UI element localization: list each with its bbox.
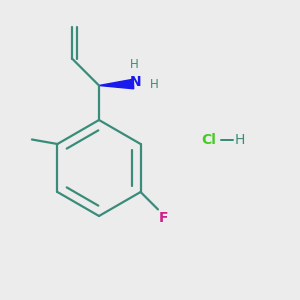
Text: H: H — [150, 77, 159, 91]
Text: H: H — [130, 58, 139, 71]
Text: F: F — [159, 211, 169, 225]
Text: Cl: Cl — [201, 133, 216, 146]
Polygon shape — [99, 79, 134, 89]
Text: H: H — [235, 133, 245, 146]
Text: N: N — [130, 76, 142, 89]
